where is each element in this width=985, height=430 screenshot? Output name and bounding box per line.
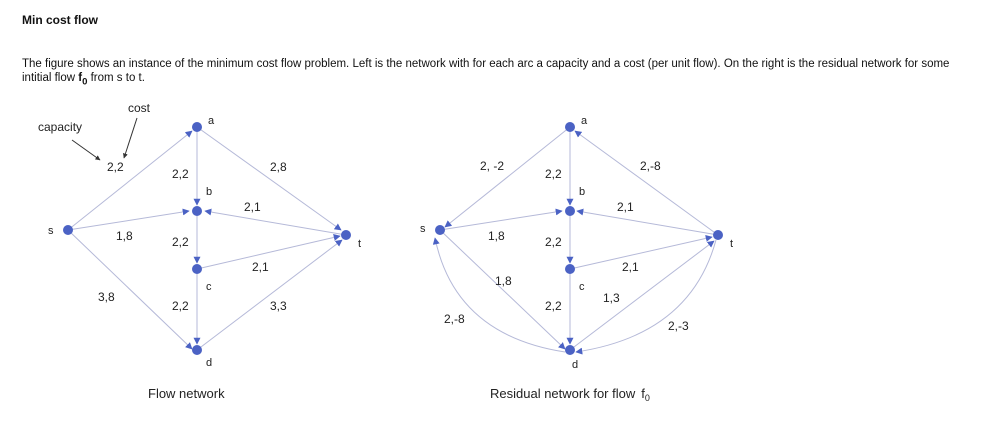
residual-edge-d-t: [569, 240, 715, 351]
residual-node-a: [565, 122, 575, 132]
residual-edge-label-t-a: 2,-8: [640, 159, 661, 173]
edge-s-a: [67, 130, 193, 231]
node-label-d: d: [206, 357, 212, 369]
residual-node-c: [565, 264, 575, 274]
residual-edge-label-c-d: 2,2: [545, 299, 562, 313]
node-d: [192, 345, 202, 355]
edge-d-t: [196, 239, 343, 351]
node-s: [63, 225, 73, 235]
node-t: [341, 230, 351, 240]
description-text-end: from s to t.: [87, 72, 145, 84]
residual-node-d: [565, 345, 575, 355]
residual-edge-s-d: [439, 229, 566, 350]
residual-edge-label-c-t: 2,1: [622, 260, 639, 274]
page-title: Min cost flow: [22, 13, 98, 27]
flow-symbol: f: [78, 72, 83, 84]
residual-edge-t-d: [575, 239, 717, 355]
residual-edge-label-a-s: 2, -2: [480, 159, 504, 173]
edge-label-c-d: 2,2: [172, 299, 189, 313]
residual-edge-label-t-b: 2,1: [617, 200, 634, 214]
edge-s-b: [67, 208, 190, 231]
annotation-capacity-pointer: [71, 139, 101, 161]
residual-node-label-a: a: [581, 115, 588, 127]
edge-label-s-b: 1,8: [116, 229, 133, 243]
residual-edge-label-t-d: 2,-3: [668, 319, 689, 333]
residual-node-label-b: b: [579, 186, 585, 198]
caption-residual-symbol: f: [641, 386, 645, 401]
residual-edge-label-s-b: 1,8: [488, 229, 505, 243]
edge-label-t-b: 2,1: [244, 200, 261, 214]
edge-label-s-a: 2,2: [107, 160, 124, 174]
residual-edge-label-s-d: 1,8: [495, 274, 512, 288]
residual-edge-label-d-t: 1,3: [603, 291, 620, 305]
residual-edge-d-s: [432, 237, 566, 353]
residual-node-label-t: t: [730, 238, 733, 250]
node-label-b: b: [206, 186, 212, 198]
description: The figure shows an instance of the mini…: [22, 57, 972, 89]
edge-label-c-t: 2,1: [252, 260, 269, 274]
residual-node-s: [435, 225, 445, 235]
edge-label-a-t: 2,8: [270, 160, 287, 174]
edge-t-b: [204, 208, 347, 236]
residual-node-label-c: c: [579, 281, 585, 293]
residual-edge-a-s: [444, 126, 571, 228]
residual-edge-label-a-b: 2,2: [545, 167, 562, 181]
residual-edge-label-d-s: 2,-8: [444, 312, 465, 326]
residual-network: s a b c d t 2, -2 1,8 1,8 2,-8 2,2 2,-8 …: [420, 115, 733, 403]
annotation-capacity: capacity: [38, 120, 82, 134]
edge-s-d: [67, 229, 193, 350]
node-c: [192, 264, 202, 274]
node-a: [192, 122, 202, 132]
caption-residual-subscript: 0: [645, 393, 650, 403]
node-label-s: s: [48, 225, 54, 237]
caption-residual-text: Residual network for flow: [490, 386, 636, 401]
residual-node-b: [565, 206, 575, 216]
flow-subscript: 0: [82, 76, 88, 88]
edge-label-s-d: 3,8: [98, 290, 115, 304]
node-label-t: t: [358, 238, 361, 250]
annotation-cost-pointer: [123, 117, 138, 159]
flow-network: s a b c d t 2,2 1,8 3,8 2,2 2,8 2,1 2,2 …: [38, 101, 361, 401]
edge-label-d-t: 3,3: [270, 299, 287, 313]
residual-node-label-d: d: [572, 359, 578, 371]
edge-c-t: [196, 234, 341, 270]
residual-edge-s-b: [439, 208, 563, 231]
node-label-c: c: [206, 281, 212, 293]
residual-node-label-s: s: [420, 223, 426, 235]
annotation-cost: cost: [128, 101, 151, 115]
node-label-a: a: [208, 115, 215, 127]
node-b: [192, 206, 202, 216]
residual-edge-c-t: [569, 234, 713, 270]
residual-edge-t-b: [576, 208, 719, 236]
caption-flow-network: Flow network: [148, 386, 225, 401]
edge-label-a-b: 2,2: [172, 167, 189, 181]
caption-residual-network: Residual network for flow f0: [490, 386, 650, 403]
description-text: The figure shows an instance of the mini…: [22, 58, 950, 84]
residual-node-t: [713, 230, 723, 240]
residual-edge-label-b-c: 2,2: [545, 235, 562, 249]
residual-edge-t-a: [574, 130, 719, 236]
edge-label-b-c: 2,2: [172, 235, 189, 249]
edge-a-t: [196, 126, 342, 231]
